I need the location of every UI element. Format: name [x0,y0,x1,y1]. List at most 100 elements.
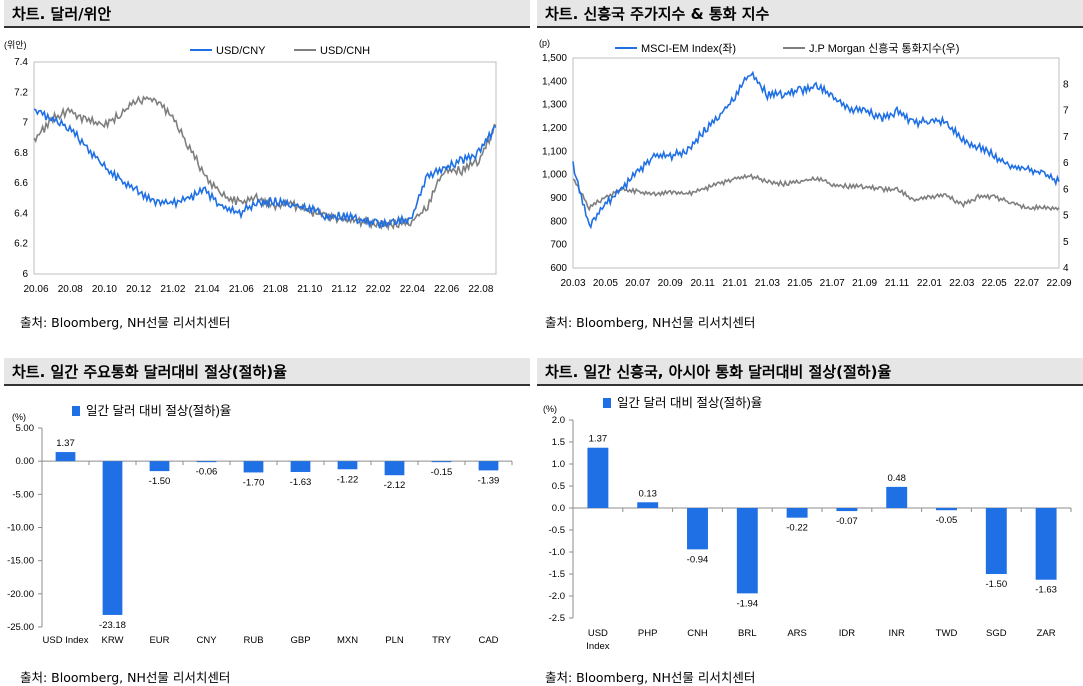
y-right-tick-label: 6 [1063,158,1069,169]
bar-eur [149,461,170,472]
y-left-tick-label: 800 [550,216,567,227]
data-label: -1.94 [736,598,758,609]
y-left-tick-label: 900 [550,193,567,204]
panel-usd-cny: 차트. 달러/위안 (위안) 6 6.2 6.4 6.6 6.8 7 7.2 7.4 20.06 2… [0,0,530,340]
category-label: MXN [337,635,358,646]
series-line-usd-cnh [33,95,497,232]
y-tick-label: -2.5 [549,613,565,624]
y-tick-label: -25.00 [7,622,34,633]
x-tick-label: 22.04 [400,284,425,295]
y-tick-label: 6 [22,269,28,280]
x-tick-label: 20.10 [92,284,117,295]
category-label: USD Index [43,635,89,646]
bar-cad [478,461,499,471]
y-right-tick-label: 5 [1063,211,1069,222]
category-label: EUR [149,635,169,646]
y-unit-label: (p) [539,38,550,48]
legend-entry: USD/CNY [216,45,266,57]
x-tick-label: 20.03 [560,278,585,289]
x-tick-label: 21.01 [722,278,747,289]
data-label: -0.22 [786,523,808,534]
x-tick-label: 21.03 [755,278,780,289]
category-label: USD [588,628,608,639]
category-label: INR [889,628,906,639]
source-note: 출처: Bloomberg, NH선물 리서치센터 [20,315,231,330]
x-tick-label: 22.01 [917,278,942,289]
data-label: -0.15 [431,467,453,478]
em-index-line-chart: (p) 600 700 800 900 1,000 1,100 1,200 1,300 1,400… [539,38,1072,289]
plot-area [33,61,497,275]
data-label: -0.94 [687,554,709,565]
y-unit-label: (%) [543,404,557,414]
data-label: 1.37 [589,434,608,445]
data-label: -1.22 [337,474,359,485]
em-asia-currencies-bar-chart: (%) 일간 달러 대비 절상(절하)율 2.0 1.5 1.0 0.5 0.0 -0.5 -1… [543,396,1072,652]
y-right-tick-label: 7 [1063,106,1069,117]
x-tick-label: 21.12 [331,284,356,295]
legend-swatch [72,406,80,416]
bar-brl [736,508,758,594]
x-tick-label: 21.05 [787,278,812,289]
bar-rub [243,461,264,473]
y-tick-label: 7 [22,118,28,129]
bar-zar [1035,508,1057,580]
major-currencies-bar-chart: (%) 일간 달러 대비 절상(절하)율 5.00 0.00 -5.00 -10.00 -1… [7,404,513,646]
y-right-tick-label: 8 [1063,79,1069,90]
x-tick-label: 20.07 [625,278,650,289]
legend-entry: MSCI-EM Index(좌) [641,42,736,55]
y-left-tick-label: 700 [550,240,567,251]
x-tick-label: 21.11 [885,278,910,289]
legend-entry: USD/CNH [320,45,370,57]
y-tick-label: -5.00 [12,489,34,500]
source-note: 출처: Bloomberg, NH선물 리서치센터 [545,670,756,685]
x-tick-label: 20.06 [23,284,48,295]
y-tick-label: 0.5 [552,481,565,492]
y-tick-label: -2.0 [549,591,565,602]
y-tick-label: -0.5 [549,525,565,536]
series-line-usd-cny [33,108,497,229]
data-label: -1.50 [985,579,1007,590]
data-label: -1.63 [1035,585,1057,596]
y-tick-label: 1.5 [552,437,565,448]
y-tick-label: 0.00 [16,456,35,467]
bar-cnh [687,508,708,550]
bar-gbp [290,461,311,472]
y-left-tick-label: 1,300 [542,100,567,111]
x-tick-label: 21.07 [820,278,845,289]
x-tick-label: 21.09 [852,278,877,289]
category-label: CAD [478,635,498,646]
y-tick-label: 6.2 [14,239,28,250]
y-left-tick-label: 1,000 [542,170,567,181]
data-label: -23.18 [99,620,126,631]
legend-entry: 일간 달러 대비 절상(절하)율 [617,396,762,410]
y-left-tick-label: 1,400 [542,76,567,87]
data-label: 0.48 [887,473,906,484]
panel-title: 차트. 일간 신흥국, 아시아 통화 달러대비 절상(절하)율 [537,358,1083,386]
data-label: -1.70 [243,477,265,488]
data-label: -1.50 [149,476,171,487]
bar-usd-index [587,447,609,508]
x-tick-label: 22.06 [434,284,459,295]
source-note: 출처: Bloomberg, NH선물 리서치센터 [20,670,231,685]
data-label: 0.13 [638,488,657,499]
category-label: IDR [839,628,856,639]
y-right-tick-label: 5 [1063,237,1069,248]
y-unit-label: (위안) [4,40,27,50]
y-left-tick-label: 1,100 [542,146,567,157]
y-right-tick-label: 7 [1063,132,1069,143]
bar-mxn [337,461,358,470]
y-tick-label: 0.0 [552,503,565,514]
x-tick-label: 22.02 [366,284,391,295]
x-tick-label: 21.06 [229,284,254,295]
panel-title: 차트. 달러/위안 [4,0,530,28]
x-tick-label: 20.08 [58,284,83,295]
y-left-tick-label: 1,500 [542,53,567,64]
x-tick-label: 20.12 [126,284,151,295]
category-label: ARS [787,628,807,639]
bar-cny [196,461,217,463]
y-tick-label: 6.4 [14,208,28,219]
x-tick-label: 22.05 [982,278,1007,289]
legend-entry: J.P Morgan 신흥국 통화지수(우) [809,41,959,55]
y-right-tick-label: 6 [1063,184,1069,195]
x-tick-label: 22.07 [1014,278,1039,289]
